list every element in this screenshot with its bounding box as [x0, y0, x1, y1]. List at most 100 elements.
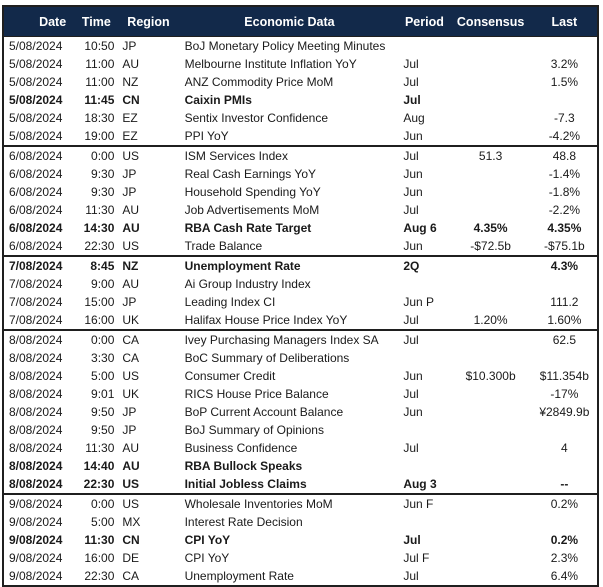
cell-consensus: 1.20%: [473, 313, 508, 327]
table-row[interactable]: 9/08/2024 11:30 CN CPI YoY Jul 0.2%: [3, 531, 598, 549]
cell-last: -17%: [550, 387, 579, 401]
cell-time: 10:50: [84, 39, 115, 53]
cell-consensus: [449, 385, 531, 403]
cell-time: 22:30: [83, 477, 115, 491]
cell-last: 6.4%: [550, 569, 579, 583]
table-row[interactable]: 5/08/2024 11:45 CN Caixin PMIs Jul: [3, 91, 598, 109]
cell-time: 15:00: [84, 295, 115, 309]
column-header-period: Period: [399, 6, 450, 37]
cell-region: AU: [122, 277, 140, 291]
cell-date: 6/08/2024: [9, 239, 63, 253]
table-row[interactable]: 8/08/2024 14:40 AU RBA Bullock Speaks: [3, 457, 598, 475]
cell-economic-data: BoC Summary of Deliberations: [184, 351, 350, 365]
table-row[interactable]: 8/08/2024 9:01 UK RICS House Price Balan…: [3, 385, 598, 403]
table-row[interactable]: 6/08/2024 11:30 AU Job Advertisements Mo…: [3, 201, 598, 219]
table-row[interactable]: 8/08/2024 5:00 US Consumer Credit Jun $1…: [3, 367, 598, 385]
cell-region: EZ: [122, 111, 138, 125]
column-header-time: Time: [75, 6, 118, 37]
cell-economic-data: Initial Jobless Claims: [184, 477, 307, 491]
table-row[interactable]: 6/08/2024 9:30 JP Real Cash Earnings YoY…: [3, 165, 598, 183]
cell-time: 14:40: [83, 459, 115, 473]
cell-time: 9:50: [91, 405, 115, 419]
cell-last: -2.2%: [548, 203, 581, 217]
table-row[interactable]: 5/08/2024 10:50 JP BoJ Monetary Policy M…: [3, 37, 598, 56]
table-row[interactable]: 8/08/2024 11:30 AU Business Confidence J…: [3, 439, 598, 457]
table-row[interactable]: 8/08/2024 22:30 US Initial Jobless Claim…: [3, 475, 598, 494]
cell-economic-data: Unemployment Rate: [179, 255, 400, 275]
table-row[interactable]: 6/08/2024 22:30 US Trade Balance Jun -$7…: [3, 237, 598, 256]
table-row[interactable]: 5/08/2024 18:30 EZ Sentix Investor Confi…: [3, 109, 598, 127]
table-row[interactable]: 7/08/2024 16:00 UK Halifax House Price I…: [3, 311, 598, 330]
cell-date: 6/08/2024: [3, 145, 76, 165]
cell-last: -7.3: [554, 111, 575, 125]
table-row[interactable]: 7/08/2024 9:00 AU Ai Group Industry Inde…: [3, 275, 598, 293]
column-header-last: Last: [531, 6, 598, 37]
cell-period: Aug 3: [403, 477, 437, 491]
cell-period: [399, 275, 449, 293]
table-row[interactable]: 5/08/2024 11:00 NZ ANZ Commodity Price M…: [3, 73, 598, 91]
cell-consensus: [449, 349, 531, 367]
cell-consensus: [449, 475, 531, 494]
table-row[interactable]: 8/08/2024 9:50 JP BoP Current Account Ba…: [3, 403, 598, 421]
table-body: 5/08/2024 10:50 JP BoJ Monetary Policy M…: [3, 37, 598, 587]
cell-date: 9/08/2024: [9, 569, 63, 583]
cell-date: 8/08/2024: [9, 459, 63, 473]
cell-consensus: 51.3: [449, 145, 532, 165]
cell-last: 111.2: [550, 295, 579, 309]
table-row[interactable]: 9/08/2024 16:00 DE CPI YoY Jul F 2.3%: [3, 549, 598, 567]
cell-date: 9/08/2024: [9, 515, 63, 529]
cell-region: US: [122, 369, 140, 383]
cell-economic-data: Wholesale Inventories MoM: [179, 493, 400, 513]
table-row[interactable]: 8/08/2024 0:00 CA Ivey Purchasing Manage…: [3, 329, 598, 349]
cell-consensus: 4.35%: [473, 221, 508, 235]
table-row[interactable]: 9/08/2024 22:30 CA Unemployment Rate Jul…: [3, 567, 598, 586]
cell-time: 11:00: [85, 57, 115, 71]
cell-period: Jul: [403, 569, 419, 583]
cell-economic-data: Unemployment Rate: [184, 569, 294, 583]
cell-last: 48.8: [531, 145, 598, 165]
cell-time: 0:00: [75, 493, 118, 513]
cell-last: 2.3%: [550, 551, 579, 565]
table-row[interactable]: 7/08/2024 8:45 NZ Unemployment Rate 2Q 4…: [3, 255, 598, 275]
cell-consensus: $10.300b: [465, 369, 516, 383]
cell-period: [399, 421, 449, 439]
cell-last: [532, 421, 598, 439]
cell-region: AU: [122, 221, 140, 235]
cell-time: 9:01: [91, 387, 115, 401]
table-row[interactable]: 5/08/2024 11:00 AU Melbourne Institute I…: [3, 55, 598, 73]
table-row[interactable]: 6/08/2024 0:00 US ISM Services Index Jul…: [3, 145, 598, 165]
cell-region: US: [117, 145, 180, 165]
cell-date: 5/08/2024: [9, 39, 63, 53]
table-row[interactable]: 9/08/2024 0:00 US Wholesale Inventories …: [3, 493, 598, 513]
table-row[interactable]: 5/08/2024 19:00 EZ PPI YoY Jun -4.2%: [3, 127, 598, 146]
cell-last: 3.2%: [550, 57, 579, 71]
cell-date: 5/08/2024: [9, 75, 63, 89]
column-header-date: Date: [3, 6, 76, 37]
table-row[interactable]: 6/08/2024 14:30 AU RBA Cash Rate Target …: [3, 219, 598, 237]
cell-time: 5:00: [91, 369, 115, 383]
table-row[interactable]: 6/08/2024 9:30 JP Household Spending YoY…: [3, 183, 598, 201]
cell-time: 9:00: [91, 277, 115, 291]
cell-consensus: [449, 567, 531, 586]
cell-period: Jul: [403, 533, 421, 547]
cell-consensus: [449, 109, 531, 127]
cell-date: 9/08/2024: [3, 493, 76, 513]
table-row[interactable]: 7/08/2024 15:00 JP Leading Index CI Jun …: [3, 293, 598, 311]
table-row[interactable]: 9/08/2024 5:00 MX Interest Rate Decision: [3, 513, 598, 531]
cell-economic-data: RBA Cash Rate Target: [184, 221, 312, 235]
table-row[interactable]: 8/08/2024 3:30 CA BoC Summary of Deliber…: [3, 349, 598, 367]
cell-last: 4.3%: [531, 255, 598, 275]
cell-consensus: [449, 403, 531, 421]
cell-time: 11:45: [84, 93, 115, 107]
cell-last: --: [560, 477, 569, 491]
cell-date: 8/08/2024: [3, 329, 76, 349]
cell-region: JP: [122, 405, 137, 419]
table-row[interactable]: 8/08/2024 9:50 JP BoJ Summary of Opinion…: [3, 421, 598, 439]
cell-time: 19:00: [84, 129, 115, 143]
cell-period: Jul: [403, 57, 419, 71]
cell-period: Jun F: [399, 493, 450, 513]
cell-last: 1.60%: [547, 313, 582, 327]
cell-consensus: [449, 255, 532, 275]
cell-time: 8:45: [75, 255, 118, 275]
column-header-region: Region: [117, 6, 180, 37]
